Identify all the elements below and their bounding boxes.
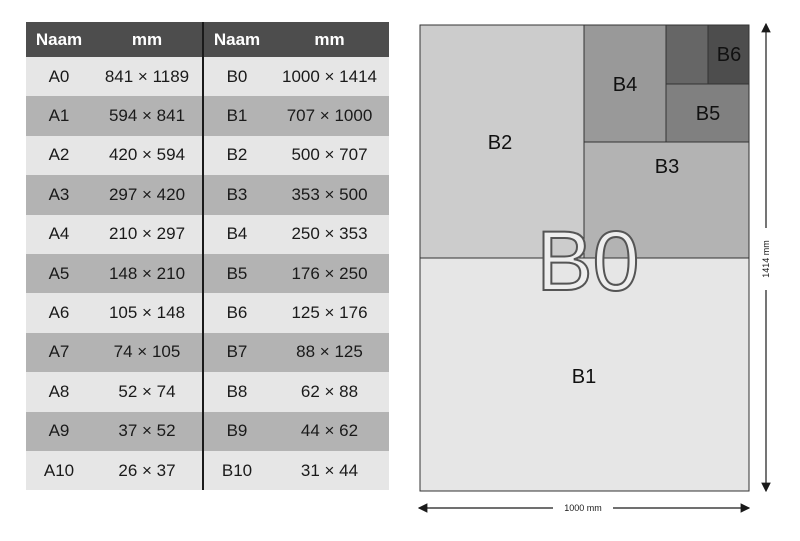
b-size-name: B5 <box>202 253 270 294</box>
b6-label: B6 <box>717 44 741 66</box>
b-size-mm: 500 × 707 <box>270 135 389 176</box>
b-size-mm: 707 × 1000 <box>270 96 389 136</box>
b1-label: B1 <box>572 366 596 388</box>
table-row: A7 74 × 105 B7 88 × 125 <box>26 332 389 373</box>
table-row: A8 52 × 74 B8 62 × 88 <box>26 372 389 412</box>
a-size-name: A6 <box>26 293 92 333</box>
table-row: A10 26 × 37 B10 31 × 44 <box>26 450 389 491</box>
b-size-name: B3 <box>202 175 270 215</box>
b-size-name: B7 <box>202 332 270 373</box>
table-row: A6 105 × 148 B6 125 × 176 <box>26 293 389 333</box>
a-size-mm: 594 × 841 <box>92 96 203 136</box>
a-size-mm: 210 × 297 <box>92 214 203 254</box>
a-size-mm: 52 × 74 <box>92 372 203 412</box>
b-size-name: B6 <box>202 293 270 333</box>
b-size-mm: 250 × 353 <box>270 214 389 254</box>
b3-rect <box>583 141 750 259</box>
b5-label: B5 <box>696 103 720 125</box>
table-row: A3 297 × 420 B3 353 × 500 <box>26 175 389 215</box>
b0-big-label: B0 <box>537 214 640 308</box>
b-size-mm: 62 × 88 <box>270 372 389 412</box>
b-size-mm: 125 × 176 <box>270 293 389 333</box>
b-size-name: B1 <box>202 96 270 136</box>
b-size-mm: 176 × 250 <box>270 253 389 294</box>
b7-rect <box>665 24 709 85</box>
table-row: A2 420 × 594 B2 500 × 707 <box>26 135 389 176</box>
width-dimension-label: 1000 mm <box>564 503 602 513</box>
a-size-name: A8 <box>26 372 92 412</box>
b2-label: B2 <box>488 132 512 154</box>
a-size-mm: 148 × 210 <box>92 253 203 294</box>
a-size-name: A0 <box>26 57 92 97</box>
a-size-name: A4 <box>26 214 92 254</box>
a-size-mm: 74 × 105 <box>92 332 203 373</box>
b4-rect <box>583 24 667 143</box>
paper-size-table: Naam mm Naam mm A0 841 × 1189 B0 1000 × … <box>26 22 389 491</box>
b-size-name: B2 <box>202 135 270 176</box>
b-size-mm: 1000 × 1414 <box>270 57 389 97</box>
b4-label: B4 <box>613 74 637 96</box>
table-row: A9 37 × 52 B9 44 × 62 <box>26 411 389 451</box>
height-dimension-label: 1414 mm <box>761 240 771 278</box>
b1-rect <box>419 257 750 492</box>
a-size-mm: 420 × 594 <box>92 135 203 176</box>
header-mm-b: mm <box>270 22 389 57</box>
a-size-mm: 26 × 37 <box>92 450 203 491</box>
a-size-name: A3 <box>26 175 92 215</box>
a-size-name: A10 <box>26 450 92 491</box>
b-size-mm: 88 × 125 <box>270 332 389 373</box>
b3-label: B3 <box>655 156 679 178</box>
table-row: A0 841 × 1189 B0 1000 × 1414 <box>26 57 389 97</box>
b-size-name: B10 <box>202 450 270 491</box>
b-size-name: B8 <box>202 372 270 412</box>
b-size-mm: 353 × 500 <box>270 175 389 215</box>
a-size-name: A1 <box>26 96 92 136</box>
a-size-name: A7 <box>26 332 92 373</box>
header-mm-a: mm <box>92 22 203 57</box>
b5-rect <box>665 83 750 143</box>
a-size-mm: 105 × 148 <box>92 293 203 333</box>
a-size-mm: 841 × 1189 <box>92 57 203 97</box>
a-size-name: A2 <box>26 135 92 176</box>
b-size-name: B4 <box>202 214 270 254</box>
header-name-b: Naam <box>202 22 270 57</box>
table-row: A1 594 × 841 B1 707 × 1000 <box>26 96 389 136</box>
table-header-row: Naam mm Naam mm <box>26 22 389 57</box>
header-name-a: Naam <box>26 22 92 57</box>
a-size-name: A5 <box>26 253 92 294</box>
b-size-name: B9 <box>202 411 270 451</box>
b-size-name: B0 <box>202 57 270 97</box>
b-size-mm: 44 × 62 <box>270 411 389 451</box>
table-row: A5 148 × 210 B5 176 × 250 <box>26 253 389 294</box>
b-size-mm: 31 × 44 <box>270 450 389 491</box>
table-row: A4 210 × 297 B4 250 × 353 <box>26 214 389 254</box>
b2-rect <box>419 24 585 259</box>
a-size-name: A9 <box>26 411 92 451</box>
a-size-mm: 37 × 52 <box>92 411 203 451</box>
a-size-mm: 297 × 420 <box>92 175 203 215</box>
